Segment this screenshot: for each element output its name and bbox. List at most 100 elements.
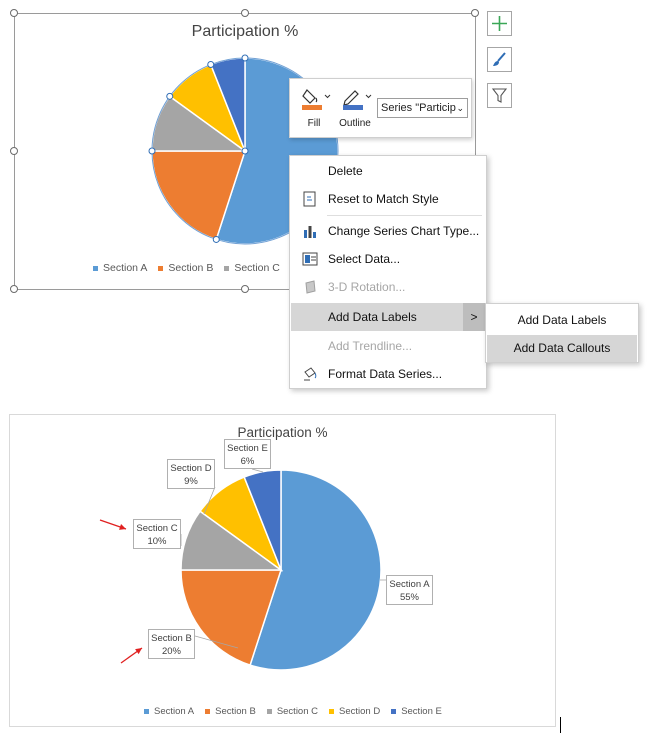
pen-outline-icon [343,90,372,110]
callout-category: Section B [151,633,192,644]
legend-swatch [391,709,397,714]
outline-button[interactable]: Outline [336,83,374,135]
pie-slice-section-b[interactable] [180,569,283,667]
menu-item-label: Delete [328,164,363,178]
legend-label: Section E [401,706,442,717]
red-annotation-arrow [120,647,143,664]
bottom-chart-legend: Section A Section B Section C Section D … [144,706,453,717]
resize-handle-bottom-left[interactable] [10,285,18,293]
reset-style-icon [303,191,316,207]
legend-item: Section E [391,706,442,717]
series-select-dropdown[interactable]: Series "Particip ⌄ [377,98,468,118]
callout-value: 20% [161,646,181,657]
menu-item-label: Reset to Match Style [328,192,439,206]
menu-item-add-trendline[interactable]: Add Trendline... [291,332,485,360]
menu-item-format-data-series[interactable]: Format Data Series... [291,360,485,388]
series-selection-handle[interactable] [207,61,215,69]
bottom-chart-area[interactable]: Participation % Section A Section B Sect… [9,414,556,727]
callout-category: Section D [170,463,212,474]
legend-item[interactable]: Section C [224,262,280,274]
legend-item[interactable]: Section B [158,262,213,274]
resize-handle-left[interactable] [10,147,18,155]
menu-item-label: 3-D Rotation... [328,280,406,294]
top-chart-title[interactable]: Participation % [191,23,299,40]
filter-icon [491,88,508,103]
series-selection-handle[interactable] [241,54,249,62]
menu-separator [327,215,482,216]
text-cursor [560,717,561,733]
chart-styles-button[interactable] [487,47,512,72]
bottom-chart-title: Participation % [237,425,328,440]
legend-item[interactable]: Section A [93,262,147,274]
menu-item-3d-rotation[interactable]: 3-D Rotation... [291,273,485,301]
top-chart-legend[interactable]: Section A Section B Section C [93,262,291,274]
legend-label: Section B [168,262,214,274]
legend-label: Section A [154,706,195,717]
rotation-3d-icon [305,280,316,294]
data-labels-submenu: Add Data Labels Add Data Callouts [485,303,639,363]
red-annotation-arrow [99,519,127,530]
legend-label: Section D [339,706,381,717]
legend-swatch [158,265,164,271]
resize-handle-bottom[interactable] [241,285,249,293]
legend-item: Section C [266,706,318,717]
menu-item-label: Change Series Chart Type... [328,224,480,238]
fill-button[interactable]: Fill [295,83,333,135]
menu-item-add-data-labels[interactable]: Add Data Labels > [291,303,485,331]
select-data-icon [302,252,318,266]
resize-handle-top-left[interactable] [10,9,18,17]
callout-value: 10% [147,536,167,547]
series-selection-handle[interactable] [212,235,220,243]
submenu-item-add-data-labels[interactable]: Add Data Labels [517,313,607,327]
callout-value: 9% [184,476,198,487]
callout-leader-line [194,635,239,649]
menu-item-label: Format Data Series... [328,367,443,381]
outline-label: Outline [339,118,371,129]
chart-filters-button[interactable] [487,83,512,108]
series-selection-handle[interactable] [241,147,249,155]
chart-elements-button[interactable] [487,11,512,36]
bottom-pie-chart [99,468,386,671]
legend-swatch [224,265,230,271]
plus-icon [492,16,507,31]
menu-item-reset-style[interactable]: Reset to Match Style [291,185,485,213]
callout-category: Section C [136,523,178,534]
data-callout-section-c: Section C 10% [133,519,181,549]
menu-item-delete[interactable]: Delete [291,157,485,185]
series-select-value: Series "Particip [381,102,456,114]
menu-item-change-chart-type[interactable]: Change Series Chart Type... [291,217,485,245]
data-callout-section-b: Section B 20% [148,629,195,659]
format-series-icon [304,367,317,381]
fill-label: Fill [307,118,321,129]
series-selection-handle[interactable] [148,147,156,155]
legend-label: Section C [234,262,280,274]
menu-item-label: Add Data Labels [328,310,417,324]
pie-slice-section-a[interactable] [249,469,382,671]
legend-item: Section A [144,706,194,717]
chevron-right-icon: > [463,303,485,331]
callout-value: 6% [240,456,255,467]
menu-item-select-data[interactable]: Select Data... [291,245,485,273]
callout-category: Section E [227,443,268,454]
legend-swatch [144,709,149,714]
legend-swatch [329,709,334,714]
legend-label: Section C [276,706,318,717]
menu-item-label: Select Data... [328,252,401,266]
resize-handle-top[interactable] [241,9,249,17]
menu-item-label: Add Trendline... [328,339,413,353]
mini-toolbar: Fill Outline Series "Particip ⌄ [289,78,472,138]
submenu-item-add-data-callouts[interactable]: Add Data Callouts [487,335,637,362]
series-selection-handle[interactable] [166,92,174,100]
callout-value: 55% [399,592,419,603]
data-callout-section-a: Section A 55% [386,575,433,605]
legend-label: Section B [215,706,256,717]
data-callout-section-e: Section E 6% [224,439,271,469]
legend-item: Section D [329,706,380,717]
resize-handle-top-right[interactable] [471,9,479,17]
chevron-down-icon: ⌄ [456,103,464,113]
callout-leader-line [251,468,264,473]
chart-type-icon [304,226,316,238]
data-callout-section-d: Section D 9% [167,459,215,489]
brush-icon [493,52,506,66]
paint-bucket-icon [302,89,331,110]
